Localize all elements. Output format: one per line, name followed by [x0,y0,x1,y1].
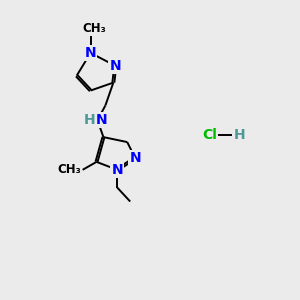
Text: CH₃: CH₃ [82,22,106,34]
Text: N: N [129,151,141,165]
Text: H: H [233,128,245,142]
Text: N: N [85,46,96,60]
Text: H: H [84,113,95,127]
Text: N: N [112,163,123,177]
Text: Cl: Cl [202,128,217,142]
Text: N: N [96,113,107,127]
Text: CH₃: CH₃ [57,163,81,176]
Text: N: N [110,59,121,73]
